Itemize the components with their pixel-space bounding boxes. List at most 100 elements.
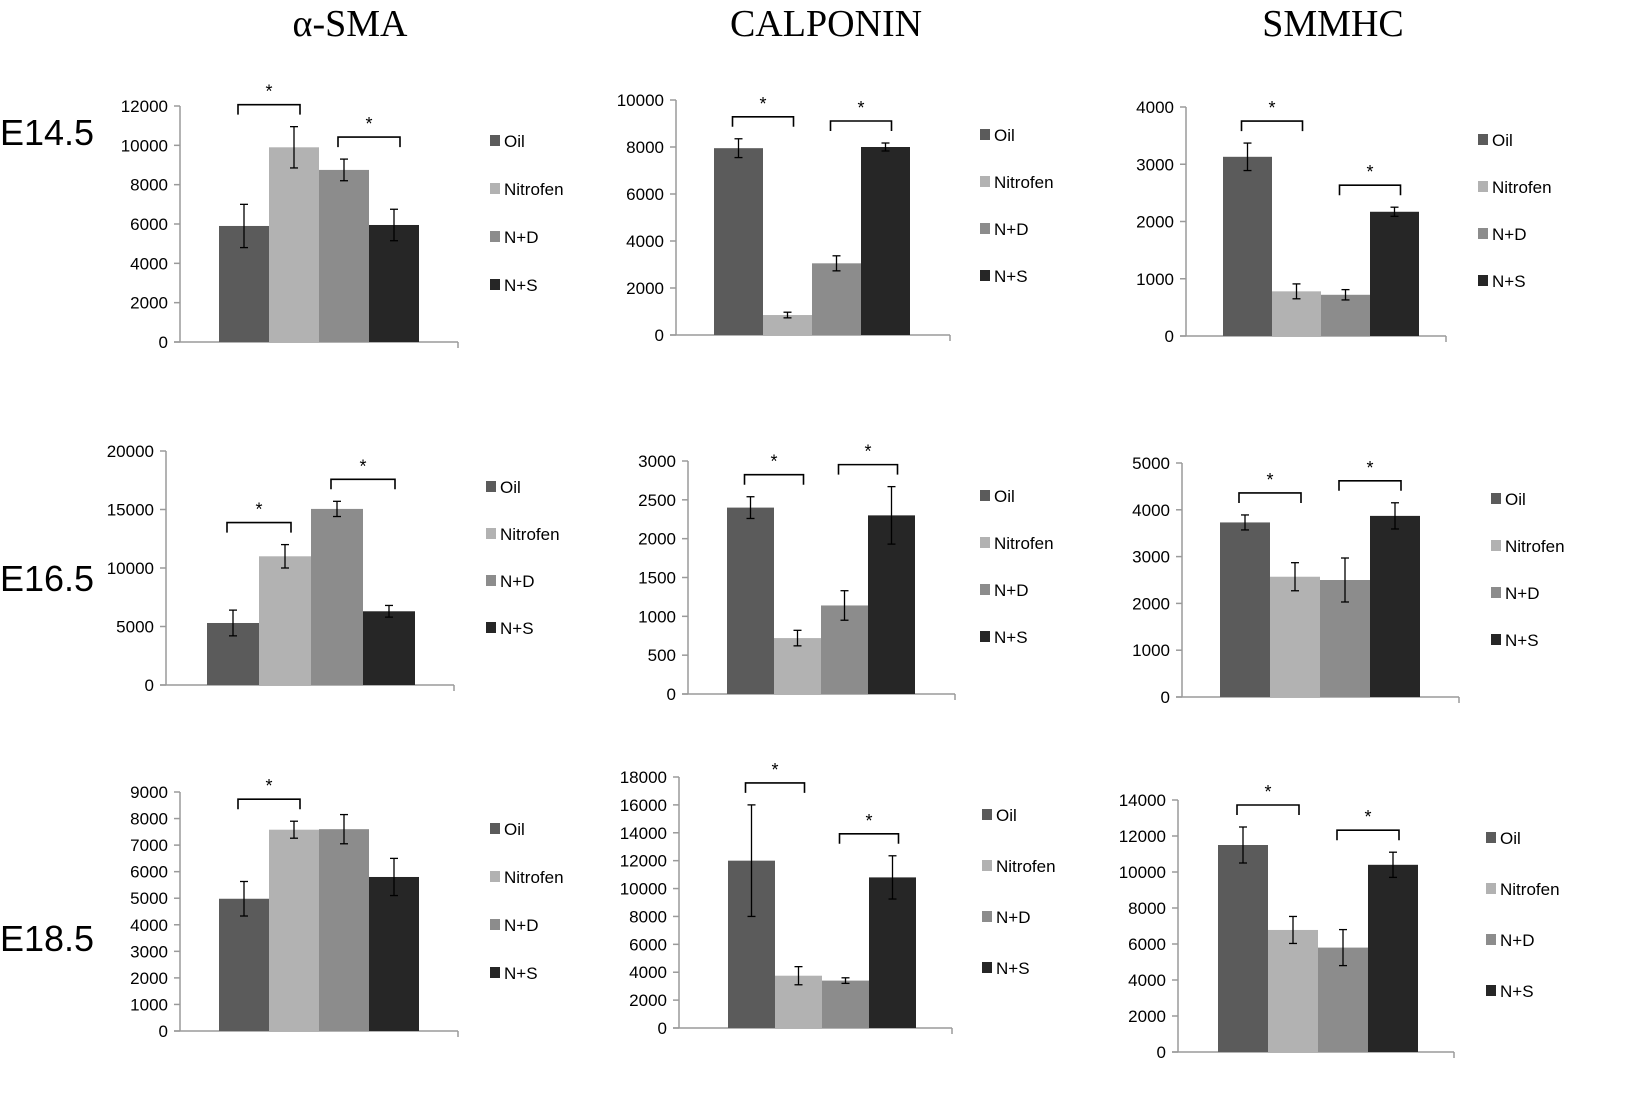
column-title-smmhc: SMMHC: [1262, 3, 1404, 45]
legend-swatch: [486, 575, 496, 586]
significance-star: *: [770, 452, 777, 472]
chart-panel: 0 5000 10000 15000 20000 * * Oil Nitrofen N+D N+S: [107, 442, 560, 695]
significance-bracket: [743, 473, 805, 485]
significance-star: *: [857, 98, 864, 118]
y-tick-label: 3000: [1136, 155, 1174, 174]
legend-label: N+S: [1492, 272, 1526, 291]
y-tick-label: 20000: [107, 442, 154, 461]
significance-bracket: [731, 115, 795, 127]
bar-n-s: [861, 147, 910, 335]
legend-label: N+S: [994, 628, 1028, 647]
significance-star: *: [359, 456, 366, 476]
row-label-e14-5: E14.5: [0, 112, 95, 153]
y-tick-label: 2000: [1128, 1007, 1166, 1026]
significance-star: *: [255, 500, 262, 520]
legend-swatch: [490, 279, 500, 290]
bar-n-d: [319, 829, 369, 1031]
bar-n-d: [319, 169, 369, 342]
significance-star: *: [1266, 470, 1273, 490]
y-tick-label: 5000: [1132, 454, 1170, 473]
significance-bracket: [1338, 184, 1402, 196]
bar-n-s: [363, 611, 415, 685]
bar-nitrofen: [763, 315, 812, 335]
legend-swatch: [982, 809, 992, 820]
legend-swatch: [980, 223, 990, 234]
bar-n-s: [369, 224, 419, 342]
legend-label: Oil: [500, 478, 521, 497]
chart-panel: 0 1000 2000 3000 4000 * * Oil Nitrofen N+D N+S: [1136, 98, 1551, 346]
legend-swatch: [1486, 832, 1496, 843]
y-tick-label: 0: [667, 685, 676, 704]
legend-swatch: [1491, 587, 1501, 598]
legend-swatch: [486, 622, 496, 633]
legend-label: N+D: [1505, 584, 1539, 603]
significance-bracket: [837, 463, 899, 475]
bar-nitrofen: [774, 638, 821, 694]
y-tick-label: 6000: [629, 935, 667, 954]
y-tick-label: 8000: [130, 176, 168, 195]
legend-label: N+D: [996, 908, 1030, 927]
y-tick-label: 2500: [638, 491, 676, 510]
significance-star: *: [864, 442, 871, 462]
legend-label: N+D: [500, 572, 534, 591]
column-title-calponin: CALPONIN: [729, 3, 923, 45]
legend-label: Oil: [996, 806, 1017, 825]
legend-swatch: [980, 176, 990, 187]
y-tick-label: 4000: [626, 232, 664, 251]
legend-swatch: [490, 135, 500, 146]
significance-bracket: [1338, 479, 1402, 491]
y-tick-label: 8000: [1128, 899, 1166, 918]
y-tick-label: 3000: [638, 452, 676, 471]
legend-label: N+D: [994, 581, 1028, 600]
legend-swatch: [490, 871, 500, 882]
row-label-e18-5: E18.5: [0, 918, 95, 959]
legend-label: N+D: [504, 228, 538, 247]
legend-swatch: [490, 231, 500, 242]
bar-nitrofen: [1270, 576, 1320, 697]
legend-swatch: [1486, 985, 1496, 996]
significance-star: *: [1264, 782, 1271, 802]
y-tick-label: 12000: [121, 97, 168, 116]
y-tick-label: 3000: [130, 942, 168, 961]
y-tick-label: 2000: [1132, 594, 1170, 613]
legend-swatch: [980, 584, 990, 595]
bar-n-s: [869, 877, 916, 1028]
legend-label: N+D: [1492, 225, 1526, 244]
y-tick-label: 2000: [130, 294, 168, 313]
y-tick-label: 1000: [638, 607, 676, 626]
legend-swatch: [1486, 934, 1496, 945]
legend-swatch: [1491, 493, 1501, 504]
y-tick-label: 1000: [130, 995, 168, 1014]
bar-n-s: [1368, 864, 1418, 1052]
bar-n-s: [1370, 515, 1420, 697]
y-tick-label: 5000: [130, 889, 168, 908]
legend-label: Oil: [1505, 490, 1526, 509]
legend-swatch: [980, 270, 990, 281]
significance-star: *: [1366, 458, 1373, 478]
bar-oil: [1223, 156, 1272, 336]
legend-swatch: [982, 911, 992, 922]
significance-star: *: [865, 811, 872, 831]
legend-label: N+S: [504, 964, 538, 983]
y-tick-label: 6000: [130, 215, 168, 234]
y-tick-label: 10000: [1119, 863, 1166, 882]
legend-label: N+S: [994, 267, 1028, 286]
legend-swatch: [490, 967, 500, 978]
legend-label: Oil: [504, 820, 525, 839]
y-tick-label: 1000: [1136, 270, 1174, 289]
y-tick-label: 8000: [626, 138, 664, 157]
significance-bracket: [838, 832, 900, 844]
bar-oil: [1220, 522, 1270, 697]
significance-star: *: [759, 94, 766, 114]
legend-label: Nitrofen: [1500, 880, 1560, 899]
column-title-asma: α-SMA: [292, 3, 408, 45]
legend-label: Nitrofen: [994, 173, 1054, 192]
y-tick-label: 6000: [626, 185, 664, 204]
chart-panel: 0 2000 4000 6000 8000 10000 * * Oil Nitrofen N+D N+…: [617, 91, 1054, 345]
y-tick-label: 4000: [629, 963, 667, 982]
y-tick-label: 10000: [107, 559, 154, 578]
legend-label: N+S: [1500, 982, 1534, 1001]
y-tick-label: 0: [655, 326, 664, 345]
